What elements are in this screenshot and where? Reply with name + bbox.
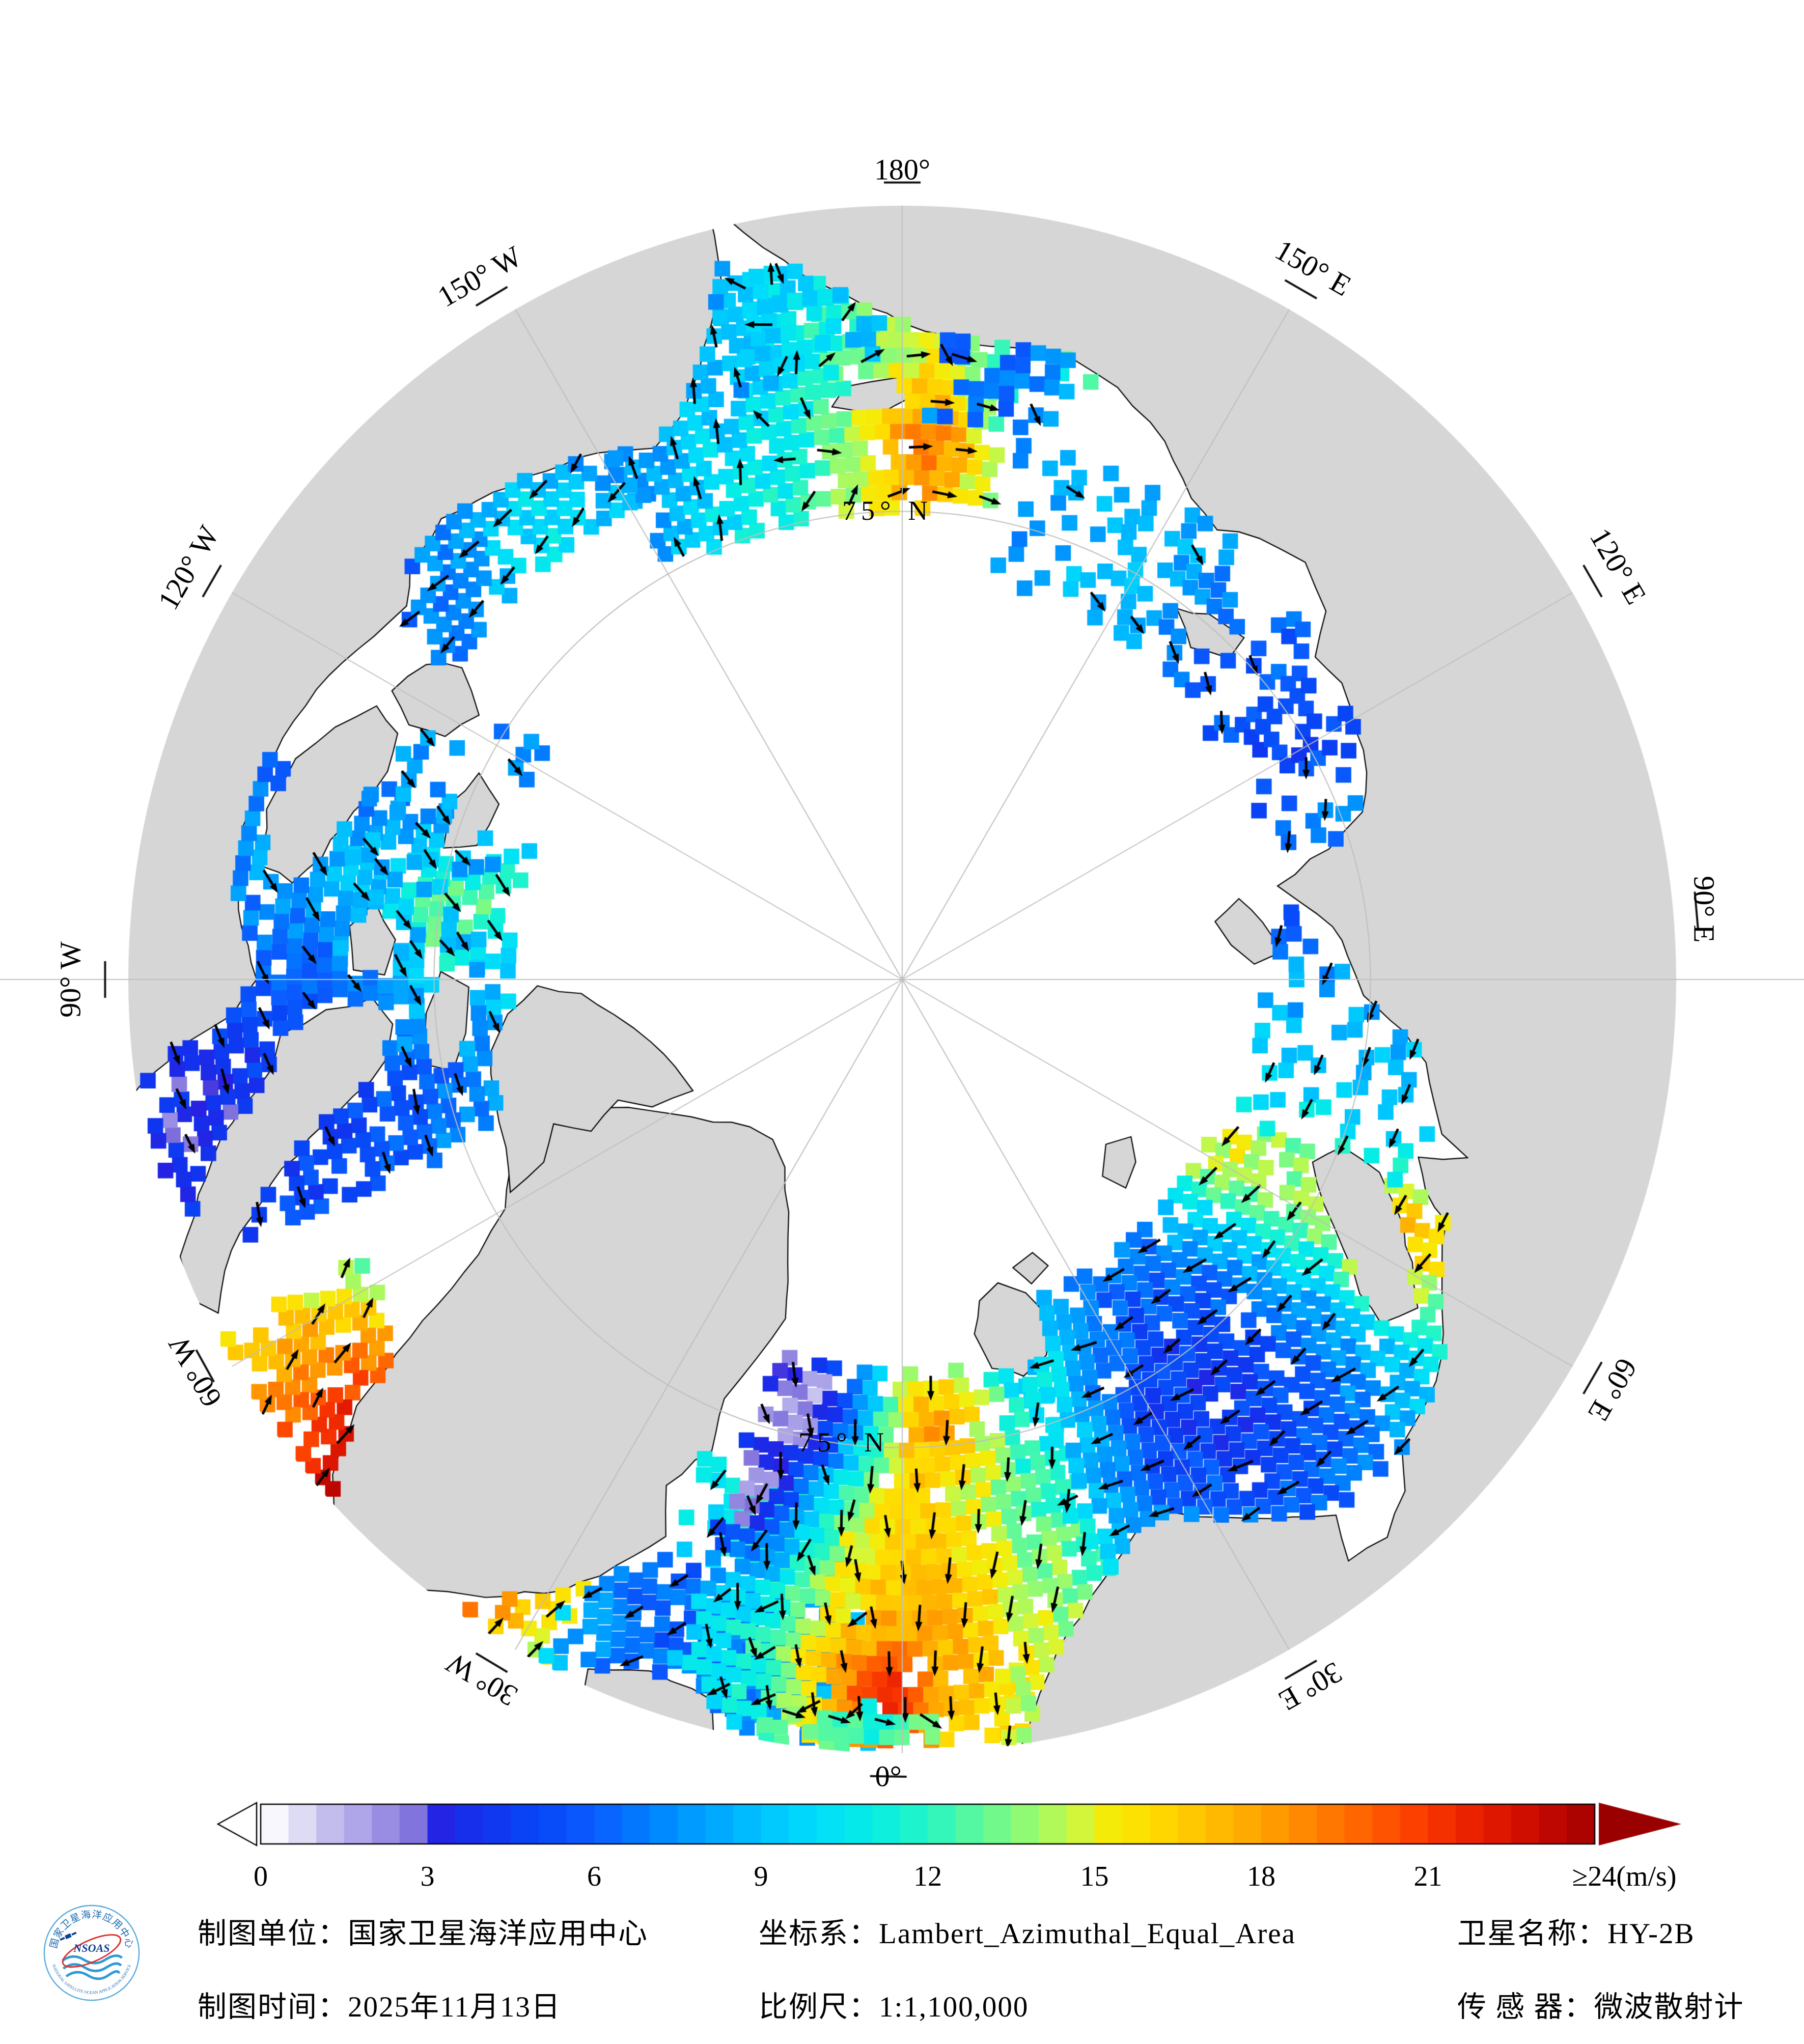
colorbar-tick-24ms: ≥24(m/s) [1572,1861,1677,1892]
footer-coordinate-system: 坐标系：Lambert_Azimuthal_Equal_Area [759,1918,1296,1950]
logo-satellite-icon [60,1931,77,1941]
colorbar-tick-18: 18 [1247,1861,1275,1892]
colorbar-tick-12: 12 [913,1861,942,1892]
colorbar-tick-0: 0 [254,1861,268,1892]
lon-label-0: 0° [875,1759,902,1793]
footer-map-scale: 比例尺：1:1,100,000 [759,1991,1029,2023]
footer-satellite-name: 卫星名称：HY-2B [1457,1918,1695,1950]
logo-wave-icon [62,1962,122,1972]
colorbar-tick-3: 3 [420,1861,435,1892]
lat-label-75N-1: 75° N [798,1427,890,1458]
colorbar-tick-6: 6 [587,1861,601,1892]
colorbar-tick-9: 9 [754,1861,768,1892]
logo-orbit-icon [62,1934,122,1968]
footer-sensor: 传 感 器：微波散射计 [1457,1991,1744,2023]
logo-center-text: NSOAS [73,1942,109,1954]
footer-mapping-time: 制图时间：2025年11月13日 [198,1991,561,2023]
lon-label-90E: 90° E [1687,876,1721,943]
lat-label-75N-0: 75° N [842,495,933,526]
lon-label-90W: 90° W [53,941,87,1018]
logo-wave-icon [61,1954,123,1965]
footer-mapping-unit: 制图单位：国家卫星海洋应用中心 [198,1918,648,1950]
logo-wave-icon [65,1970,121,1980]
colorbar-tick-15: 15 [1080,1861,1109,1892]
lon-label-180: 180° [874,153,931,186]
colorbar-tick-21: 21 [1413,1861,1442,1892]
nsoas-logo: 国家卫星海洋应用中心 NATIONAL SATELLITE OCEAN APPL… [43,1905,140,2001]
